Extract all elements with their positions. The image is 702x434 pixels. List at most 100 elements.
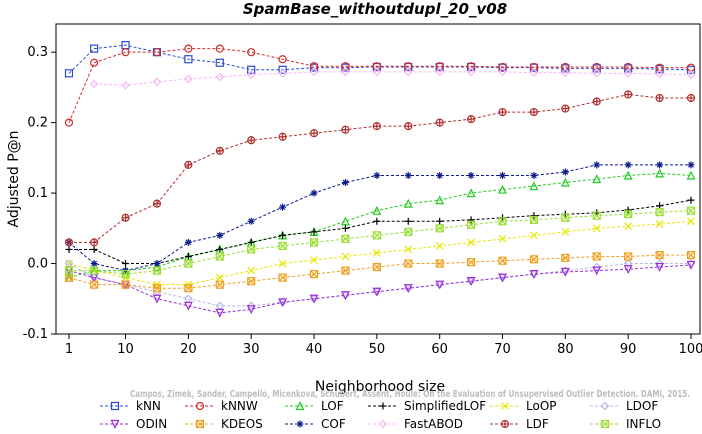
y-tick-label: 0.3 [27, 45, 48, 60]
data-point [152, 77, 162, 87]
series-line [94, 71, 692, 86]
data-point [341, 125, 350, 134]
data-point [247, 65, 256, 74]
data-point [435, 280, 445, 290]
data-point [624, 222, 633, 231]
data-point [686, 260, 696, 270]
data-point [278, 241, 287, 251]
data-point [623, 170, 633, 180]
data-point [153, 260, 161, 268]
plot-frame [55, 23, 701, 335]
x-tick-label: 50 [369, 342, 386, 357]
data-point [529, 215, 539, 224]
data-point [215, 146, 224, 155]
data-point [561, 253, 570, 263]
data-point [623, 265, 633, 275]
data-point [279, 203, 287, 211]
data-point [404, 217, 412, 225]
data-point [467, 216, 475, 224]
data-point [435, 259, 444, 268]
data-point [184, 238, 192, 246]
legend-label: COF [321, 417, 346, 431]
data-point [435, 67, 445, 77]
legend-item: LDOF [590, 399, 658, 413]
data-point [310, 228, 318, 236]
data-point [686, 70, 696, 80]
watermark: Campos, Zimek, Sander, Campello, Micenko… [130, 389, 690, 400]
legend-marker [195, 401, 205, 411]
data-point [246, 305, 256, 315]
y-tick-label: 0.1 [27, 186, 48, 201]
data-point [90, 260, 98, 268]
legend-marker [195, 419, 205, 429]
data-point [278, 273, 287, 282]
data-point [341, 266, 350, 275]
data-point [278, 68, 287, 78]
data-point [624, 252, 633, 261]
legend-item: INFLO [590, 417, 661, 431]
x-tick-label: 10 [117, 342, 134, 357]
data-point [466, 67, 476, 77]
data-point [403, 198, 413, 208]
data-point [247, 245, 256, 254]
data-point [152, 284, 162, 293]
legend-label: SimplifiedLOF [404, 399, 486, 413]
data-point [530, 171, 538, 179]
data-point [309, 270, 319, 279]
data-point [529, 255, 539, 264]
x-tick-label: 40 [306, 342, 323, 357]
legend-label: LDF [526, 417, 549, 431]
data-point [247, 48, 256, 57]
data-point [90, 44, 99, 53]
data-point [372, 287, 382, 297]
data-point [403, 284, 413, 294]
data-point [278, 259, 287, 268]
data-point [279, 231, 287, 239]
data-point [340, 291, 350, 301]
data-point [278, 298, 288, 308]
x-tick-label: 60 [431, 342, 448, 357]
data-point [623, 259, 633, 268]
legend-item: COF [285, 417, 346, 431]
data-point [121, 213, 130, 222]
data-point [592, 174, 602, 184]
data-point [278, 65, 287, 74]
data-point [686, 259, 696, 268]
data-point [64, 118, 74, 127]
data-point [341, 62, 350, 71]
series-line [68, 48, 691, 123]
data-point [64, 266, 74, 275]
data-point [530, 212, 538, 220]
data-point [372, 67, 382, 77]
series-line [68, 264, 692, 314]
data-point [90, 58, 99, 67]
data-point [686, 170, 696, 180]
legend-item: KDEOS [185, 417, 263, 431]
data-point [215, 44, 224, 53]
data-point [152, 199, 162, 208]
data-point [498, 273, 507, 283]
legend-label: KDEOS [221, 417, 263, 431]
legend-label: LDOF [626, 399, 658, 413]
data-point [593, 161, 601, 169]
data-point [466, 188, 476, 198]
data-point [687, 217, 695, 226]
legend: kNN kNNW LOF SimplifiedLOF LoOP LDOF ODIN KDEOS… [100, 399, 661, 431]
legend-marker [110, 401, 120, 411]
data-point [624, 90, 633, 99]
data-point [498, 256, 507, 265]
data-point [152, 266, 162, 275]
legend-marker [378, 419, 388, 429]
x-tick-label: 70 [494, 342, 511, 357]
series-inflo [64, 206, 696, 279]
data-point [64, 238, 74, 247]
legend-label: kNNW [221, 399, 258, 413]
legend-marker [295, 401, 305, 411]
legend-marker [600, 401, 610, 411]
legend-item: LDF [490, 417, 549, 431]
data-point [435, 224, 444, 233]
data-point [310, 189, 318, 197]
legend-marker [110, 419, 120, 429]
data-point [467, 258, 476, 267]
